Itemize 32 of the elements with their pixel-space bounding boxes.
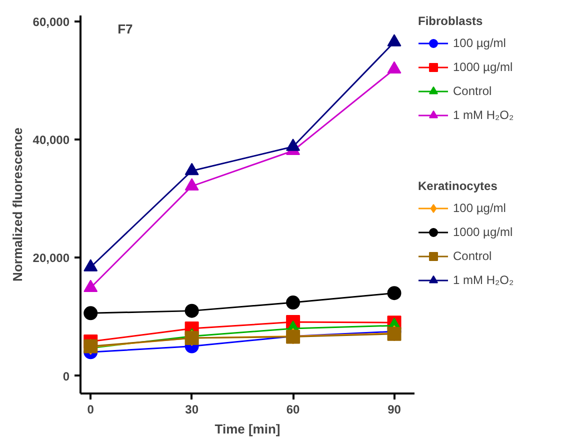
point xyxy=(84,306,98,320)
point xyxy=(184,162,199,176)
legend-label: Control xyxy=(453,84,492,98)
legend-label: 1 mM H₂O₂ xyxy=(453,273,514,287)
legend-title: Fibroblasts xyxy=(418,14,484,28)
x-tick-label: 90 xyxy=(388,402,402,416)
legend-label: 100 µg/ml xyxy=(453,201,506,215)
legend-label: Control xyxy=(453,249,492,263)
x-tick-label: 30 xyxy=(185,402,199,416)
y-axis-title: Normalized fluorescence xyxy=(10,128,25,282)
x-axis-title: Time [min] xyxy=(214,422,280,436)
point xyxy=(387,286,402,300)
annotation: F7 xyxy=(118,21,133,36)
y-tick-label: 20,000 xyxy=(32,251,70,266)
point xyxy=(84,280,98,292)
x-tick-label: 60 xyxy=(286,402,300,416)
legend-label: 100 µg/ml xyxy=(453,36,506,50)
legend-label: 1000 µg/ml xyxy=(453,60,513,74)
legend-label: 1000 µg/ml xyxy=(453,225,513,239)
point xyxy=(387,61,402,74)
point xyxy=(184,178,199,190)
y-tick-label: 0 xyxy=(62,369,70,384)
legend-label: 1 mM H₂O₂ xyxy=(453,108,514,122)
text: Keratinocytes xyxy=(418,179,498,193)
point xyxy=(286,296,300,310)
point xyxy=(387,34,402,46)
point xyxy=(84,259,98,272)
point xyxy=(286,138,300,151)
y-tick-label: 60,000 xyxy=(32,14,70,29)
x-tick-label: 0 xyxy=(87,402,94,416)
y-tick-label: 40,000 xyxy=(32,133,70,148)
point xyxy=(184,304,199,318)
